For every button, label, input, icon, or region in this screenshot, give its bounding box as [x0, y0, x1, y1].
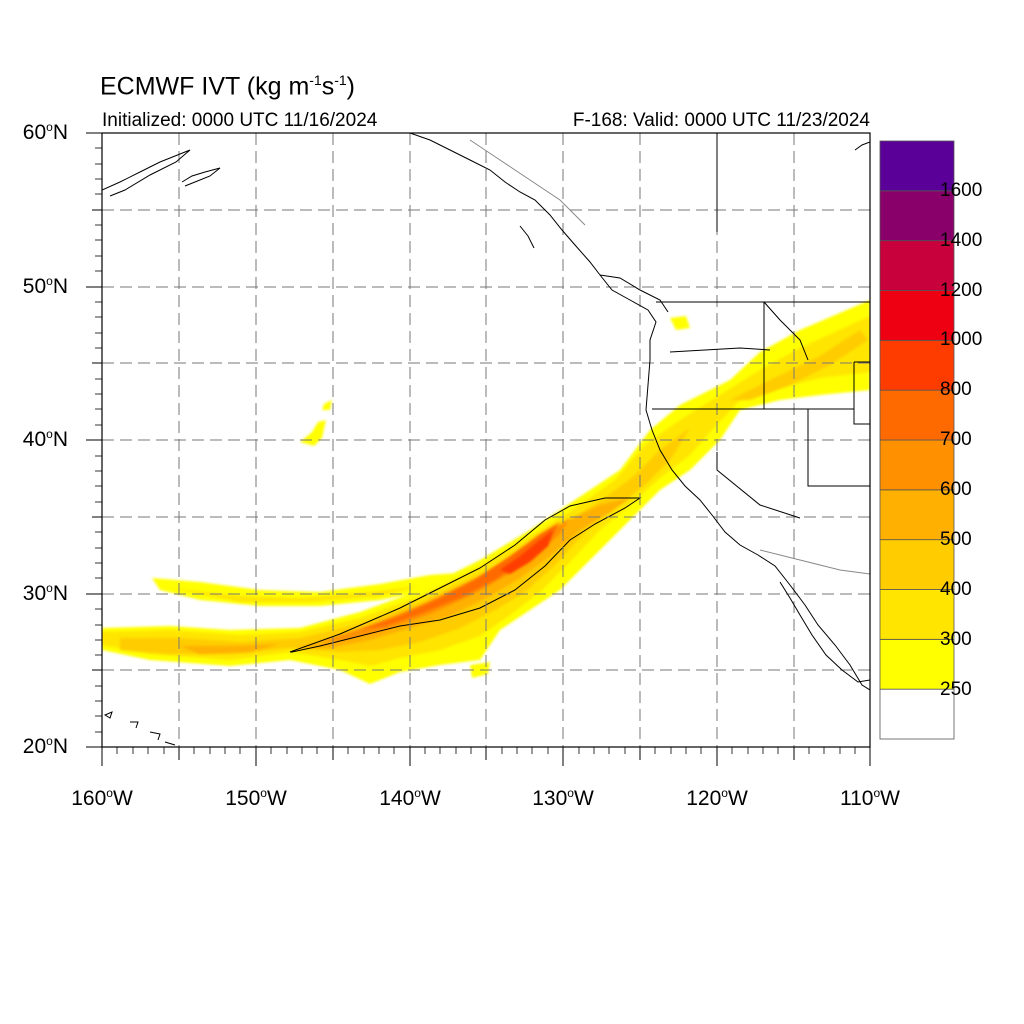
colorbar-box-1 — [879, 638, 955, 690]
state-boundaries — [652, 133, 870, 519]
colorbar-label-400: 400 — [940, 579, 972, 600]
colorbar-box-10 — [879, 190, 955, 242]
init-time-label: Initialized: 0000 UTC 11/16/2024 — [102, 110, 378, 131]
lat-label-60n: 60oN — [22, 120, 68, 144]
colorbar-label-1200: 1200 — [940, 280, 983, 301]
colorbar-label-1000: 1000 — [940, 329, 983, 350]
colorbar-box-2 — [879, 589, 955, 640]
lat-label-30n: 30oN — [22, 581, 68, 605]
ivt-contour-line — [289, 497, 642, 653]
ivt-shading-800 — [500, 530, 553, 574]
colorbar-box-7 — [879, 339, 955, 391]
lon-label-110w: 110oW — [840, 786, 900, 810]
ivt-shading-500 — [180, 498, 630, 654]
colorbar-label-500: 500 — [940, 529, 972, 550]
lat-lon-grid — [102, 133, 870, 747]
map-title: ECMWF IVT (kg m-1s-1) — [100, 72, 355, 101]
lon-label-120w: 120oW — [686, 786, 748, 810]
colorbar-box-6 — [879, 389, 955, 441]
lon-label-130w: 130oW — [532, 786, 594, 810]
valid-time-label: F-168: Valid: 0000 UTC 11/23/2024 — [572, 110, 870, 131]
lat-label-40n: 40oN — [22, 427, 68, 451]
colorbar-label-700: 700 — [940, 429, 972, 450]
colorbar-label-600: 600 — [940, 479, 972, 500]
lon-label-160w: 160oW — [71, 786, 133, 810]
colorbar — [879, 140, 955, 740]
colorbar-label-300: 300 — [940, 629, 972, 650]
colorbar-box-5 — [879, 439, 955, 491]
colorbar-label-800: 800 — [940, 379, 972, 400]
lat-label-50n: 50oN — [22, 274, 68, 298]
ivt-shading-400 — [120, 330, 868, 654]
minor-ticks — [95, 147, 856, 754]
colorbar-label-1400: 1400 — [940, 230, 983, 251]
colorbar-label-1600: 1600 — [940, 180, 983, 201]
country-boundaries — [469, 139, 870, 575]
colorbar-box-9 — [879, 240, 955, 291]
axis-ticks — [86, 132, 871, 766]
lon-label-140w: 140oW — [379, 786, 441, 810]
colorbar-box-4 — [879, 489, 955, 541]
colorbar-box-0 — [879, 688, 955, 740]
colorbar-label-250: 250 — [940, 679, 972, 700]
coastlines — [102, 133, 870, 746]
lat-label-20n: 20oN — [22, 734, 68, 758]
lon-label-150w: 150oW — [225, 786, 287, 810]
colorbar-box-11 — [879, 140, 955, 192]
